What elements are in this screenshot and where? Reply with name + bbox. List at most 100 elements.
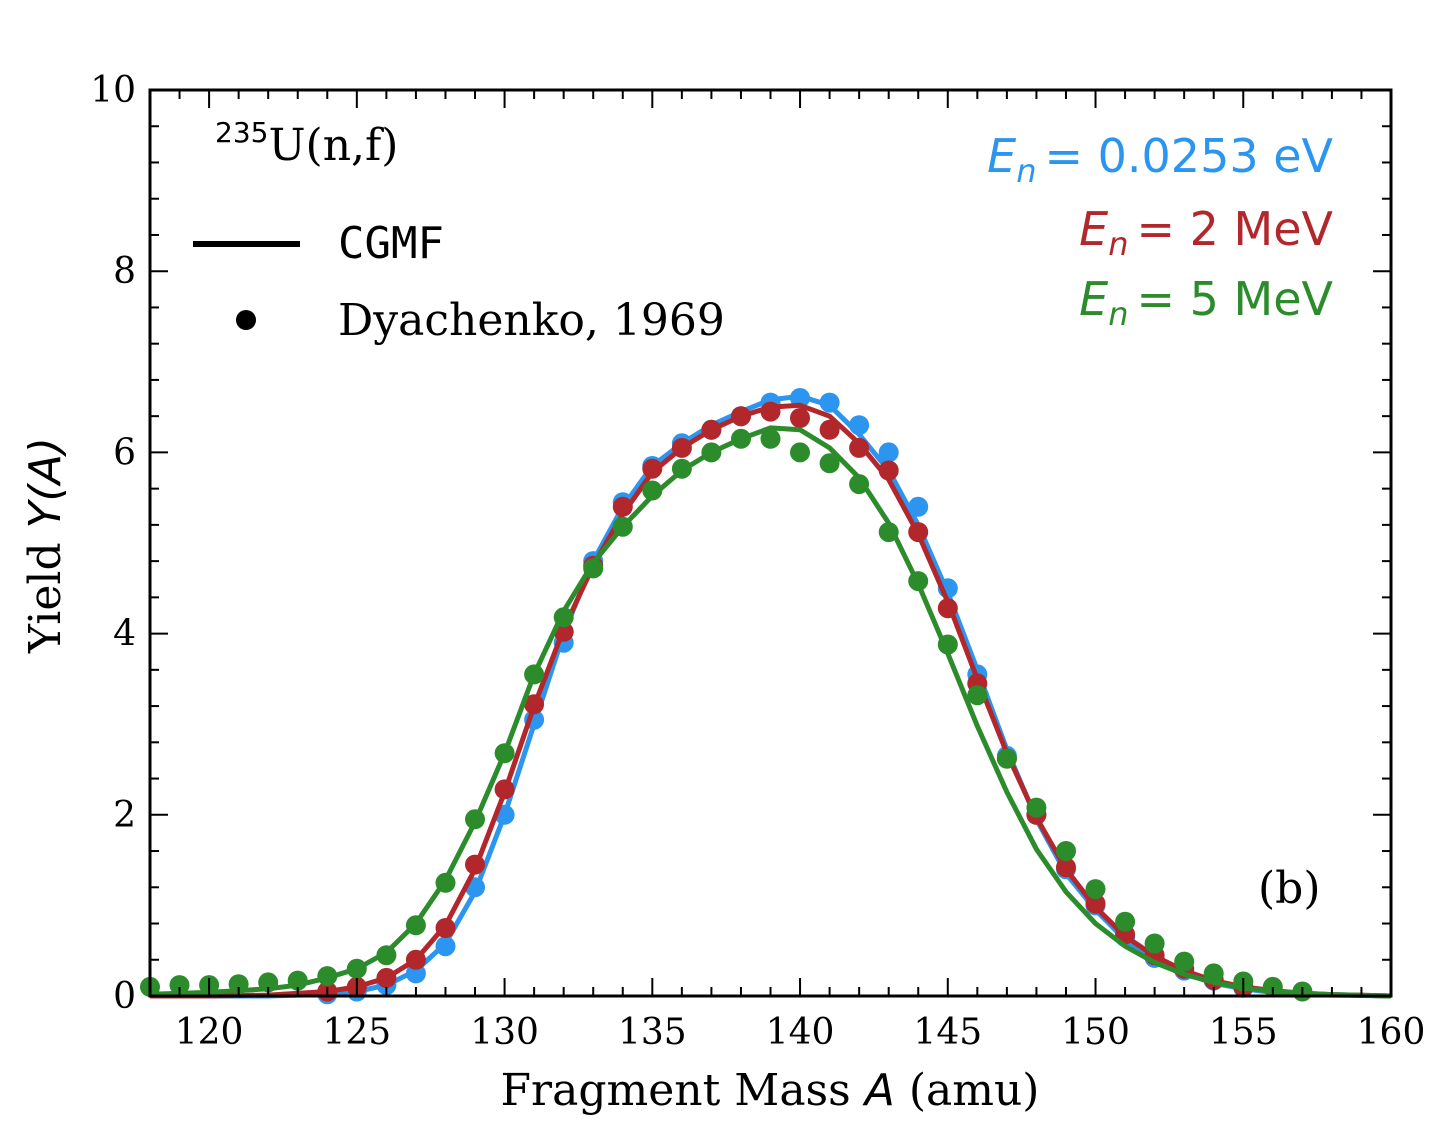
x-axis-title-var: A: [862, 1065, 895, 1116]
energy-label-sub: n: [1108, 225, 1128, 263]
series-0: [150, 388, 1392, 1005]
y-tick-label: 4: [113, 614, 136, 655]
series-1-point: [760, 401, 781, 422]
panel-label: (b): [1258, 863, 1321, 914]
energy-label-sub: n: [1016, 152, 1036, 190]
label-layer: 120 125 130 135 140 145 150 155 160 0 2 4 6 8 10: [90, 70, 1425, 1053]
series-1-point: [405, 949, 426, 970]
energy-label-2: En = 5 MeV: [1079, 272, 1333, 333]
series-1-point: [494, 779, 515, 800]
y-tick-label: 8: [113, 251, 136, 292]
reaction-text: U(n,f): [268, 120, 398, 171]
series-2-point: [1115, 911, 1136, 932]
series-1-point: [612, 496, 633, 517]
series-0-point: [849, 415, 870, 436]
series-2-point: [701, 442, 722, 463]
energy-label-value: = 5 MeV: [1136, 272, 1333, 326]
series-2-point: [819, 453, 840, 474]
series-2-point: [849, 474, 870, 495]
y-axis-title-var: Y(A): [20, 437, 71, 528]
series-2-point: [996, 748, 1017, 769]
series-2-point: [553, 607, 574, 628]
series-2-point: [967, 685, 988, 706]
series-1-point: [376, 967, 397, 988]
x-tick-label: 155: [1209, 1012, 1278, 1053]
series-0-point: [878, 442, 899, 463]
y-tick-label: 2: [113, 795, 136, 836]
series-2-point: [612, 516, 633, 537]
series-2-point: [317, 966, 338, 987]
series-2-point: [465, 809, 485, 830]
series-1-point: [642, 458, 663, 479]
legend-line-label: CGMF: [338, 218, 444, 269]
series-2-point: [937, 634, 958, 655]
x-tick-label: 140: [766, 1012, 835, 1053]
series-1-point: [1085, 893, 1106, 914]
series-1-point: [849, 437, 870, 458]
series-1-point: [819, 419, 840, 440]
series-1-point: [671, 437, 692, 458]
series-2-point: [346, 958, 367, 979]
series-2-point: [583, 558, 604, 579]
series-2-point: [169, 975, 190, 996]
energy-label-var: E: [987, 129, 1016, 183]
series-2-point: [1174, 951, 1195, 972]
series-2-point: [1144, 933, 1165, 954]
series-2-point: [435, 872, 456, 893]
series-2-point: [1026, 797, 1047, 818]
series-1-point: [465, 854, 485, 875]
series-2-point: [1085, 879, 1106, 900]
series-2-point: [908, 571, 929, 592]
legend-marker-label: Dyachenko, 1969: [338, 295, 725, 346]
energy-label-sub: n: [1108, 295, 1128, 333]
series-2-point: [760, 428, 781, 449]
series-2-point: [878, 522, 899, 543]
series-2-point: [671, 458, 692, 479]
x-tick-label: 160: [1357, 1012, 1426, 1053]
y-tick-label: 0: [113, 976, 136, 1017]
legend: CGMF Dyachenko, 1969: [193, 218, 725, 346]
series-2-point: [228, 974, 249, 995]
series-1-point: [937, 598, 958, 619]
series-2-point: [1056, 841, 1076, 861]
series-1-point: [524, 694, 545, 715]
energy-label-0: En = 0.0253 eV: [987, 129, 1333, 190]
x-tick-label: 130: [470, 1012, 539, 1053]
x-tick-label: 120: [175, 1012, 244, 1053]
y-axis-title-text: Yield: [20, 542, 71, 654]
series-layer: [140, 388, 1392, 1005]
x-axis-title-unit: (amu): [909, 1065, 1040, 1116]
x-axis-title: Fragment Mass A (amu): [501, 1065, 1040, 1116]
energy-label-value: = 0.0253 eV: [1044, 129, 1333, 183]
energy-label-value: = 2 MeV: [1136, 202, 1333, 256]
series-1-curve: [150, 402, 1392, 999]
series-1-point: [731, 406, 751, 427]
energy-label-var: E: [1079, 272, 1108, 326]
series-2-point: [1262, 976, 1283, 997]
reaction-label: 235U(n,f): [215, 116, 398, 171]
series-1-point: [1056, 857, 1076, 878]
series-0-curve: [150, 393, 1392, 999]
series-2-point: [790, 442, 810, 463]
x-tick-label: 135: [618, 1012, 687, 1053]
series-2-point: [1203, 963, 1224, 984]
series-1-point: [701, 419, 722, 440]
series-0-point: [435, 936, 456, 957]
series-1-point: [435, 918, 456, 938]
energy-label-1: En = 2 MeV: [1079, 202, 1333, 263]
series-0-point: [819, 392, 840, 413]
x-axis-title-text: Fragment Mass: [501, 1065, 851, 1116]
x-tick-label: 125: [322, 1012, 391, 1053]
series-2-point: [524, 664, 545, 685]
series-2-point: [731, 428, 751, 449]
reaction-superscript: 235: [215, 116, 268, 149]
y-tick-label: 10: [90, 70, 136, 111]
series-2-curve: [149, 425, 1392, 999]
x-tick-label: 145: [913, 1012, 982, 1053]
series-2: [140, 425, 1392, 1002]
y-axis-title: Yield Y(A): [20, 437, 71, 654]
series-2-point: [494, 743, 515, 764]
series-1-point: [878, 460, 899, 481]
series-1-point: [908, 522, 929, 543]
series-2-point: [287, 970, 308, 991]
